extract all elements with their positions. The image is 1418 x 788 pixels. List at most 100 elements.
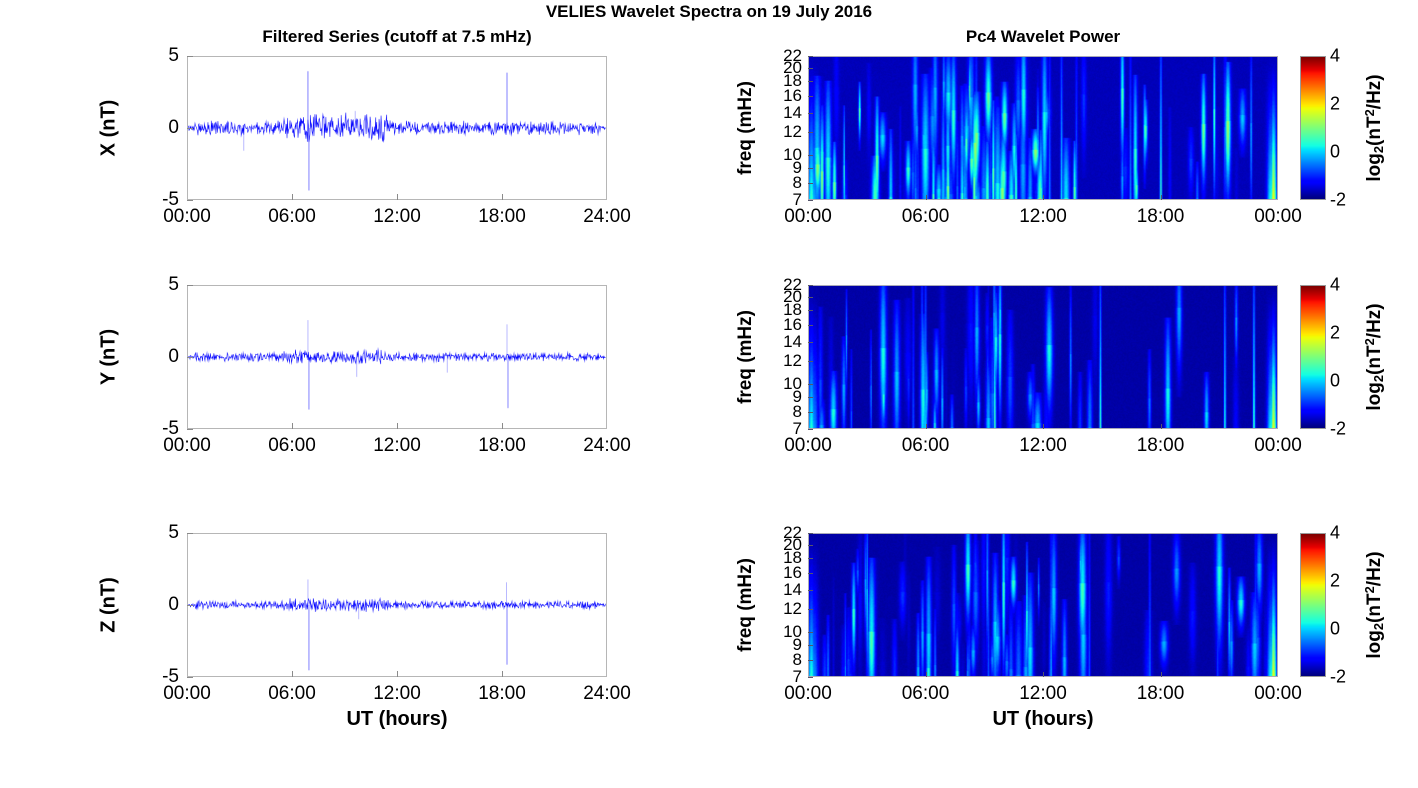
colorbar-tick: 4: [1330, 45, 1341, 66]
tick-mark: [1043, 672, 1044, 677]
tick-mark: [808, 155, 813, 156]
colorbar-tick: -2: [1330, 666, 1347, 687]
tick-mark: [1161, 195, 1162, 200]
timeseries-ylabel-y: Y (nT): [97, 328, 120, 386]
timeseries-xtick: 06:00: [268, 206, 316, 227]
spectrogram-ytick: 14: [783, 102, 802, 122]
colorbar-tick: 0: [1330, 618, 1341, 639]
timeseries-ytick: 0: [168, 594, 179, 615]
tick-mark: [808, 558, 813, 559]
tick-mark: [502, 423, 503, 429]
timeseries-ytick: -5: [162, 418, 179, 439]
tick-mark: [808, 285, 813, 286]
spectrogram-ytick: 12: [783, 351, 802, 371]
tick-mark: [1161, 672, 1162, 677]
colorbar-x: [1300, 56, 1326, 200]
timeseries-xtick: 06:00: [268, 435, 316, 456]
spectrogram-image-z: [809, 534, 1277, 676]
timeseries-axes-z: [187, 533, 607, 677]
spectrogram-ytick: 18: [783, 548, 802, 568]
spectrogram-ytick: 9: [792, 635, 802, 655]
timeseries-xtick: 18:00: [478, 435, 526, 456]
timeseries-axes-x: [187, 56, 607, 200]
timeseries-ytick: 5: [168, 45, 179, 66]
tick-mark: [187, 285, 193, 286]
spectrogram-ytick: 16: [783, 563, 802, 583]
spectrogram-xtick: 06:00: [901, 683, 950, 704]
tick-mark: [808, 297, 813, 298]
tick-mark: [187, 677, 193, 678]
tick-mark: [808, 609, 813, 610]
tick-mark: [808, 183, 813, 184]
spectrogram-xtick: 06:00: [901, 435, 950, 456]
tick-mark: [808, 361, 813, 362]
timeseries-xtick: 00:00: [163, 206, 211, 227]
colorbar-y: [1300, 285, 1326, 429]
spectrogram-xtick: 18:00: [1136, 206, 1185, 227]
spectrogram-ytick: 7: [792, 190, 802, 209]
colorbar-tick: 2: [1330, 570, 1341, 591]
timeseries-ytick: 0: [168, 117, 179, 138]
colorbar-label-z: log2(nT2/Hz): [1361, 551, 1387, 659]
tick-mark: [187, 533, 193, 534]
timeseries-xtick: 24:00: [583, 683, 631, 704]
colorbar-z: [1300, 533, 1326, 677]
timeseries-trace-z: [188, 534, 606, 676]
spectrogram-ytick: 14: [783, 579, 802, 599]
spectrogram-ytick: 7: [792, 419, 802, 438]
tick-mark: [808, 660, 813, 661]
colorbar-gradient: [1301, 534, 1325, 676]
spectrogram-ytick: 12: [783, 122, 802, 142]
tick-mark: [808, 168, 813, 169]
tick-mark: [1161, 424, 1162, 429]
spectrogram-ytick: 10: [783, 145, 802, 165]
spectrogram-xtick: 00:00: [1254, 435, 1302, 456]
spectrogram-ylabel-y: freq (mHz): [735, 310, 756, 404]
spectrogram-ytick: 12: [783, 599, 802, 619]
spectrogram-ylabel-z: freq (mHz): [735, 558, 756, 652]
tick-mark: [292, 671, 293, 677]
spectrogram-ytick: 18: [783, 71, 802, 91]
timeseries-xtick: 00:00: [163, 683, 211, 704]
colorbar-tick: -2: [1330, 189, 1347, 210]
spectrogram-ytick: 22: [783, 523, 802, 542]
tick-mark: [397, 194, 398, 200]
tick-mark: [187, 200, 193, 201]
tick-mark: [808, 397, 813, 398]
timeseries-xtick: 24:00: [583, 435, 631, 456]
tick-mark: [808, 200, 813, 201]
tick-mark: [187, 605, 193, 606]
spectrogram-axes-x: [808, 56, 1278, 200]
colorbar-tick: -2: [1330, 418, 1347, 439]
spectrogram-xtick: 12:00: [1019, 683, 1067, 704]
tick-mark: [808, 113, 813, 114]
tick-mark: [808, 677, 813, 678]
tick-mark: [502, 194, 503, 200]
timeseries-xtick: 00:00: [163, 435, 211, 456]
tick-mark: [397, 671, 398, 677]
timeseries-xtick: 12:00: [373, 683, 421, 704]
spectrogram-image-y: [809, 286, 1277, 428]
colorbar-tick: 0: [1330, 141, 1341, 162]
timeseries-xtick: 18:00: [478, 683, 526, 704]
timeseries-xtick: 12:00: [373, 435, 421, 456]
spectrogram-axes-z: [808, 533, 1278, 677]
tick-mark: [808, 81, 813, 82]
tick-mark: [808, 545, 813, 546]
spectrogram-xtick: 06:00: [901, 206, 950, 227]
spectrogram-ytick: 18: [783, 300, 802, 320]
spectrogram-xtick: 00:00: [1254, 683, 1302, 704]
tick-mark: [808, 645, 813, 646]
spectrogram-axes-y: [808, 285, 1278, 429]
tick-mark: [808, 429, 813, 430]
tick-mark: [1043, 424, 1044, 429]
colorbar-gradient: [1301, 286, 1325, 428]
timeseries-ytick: 5: [168, 274, 179, 295]
